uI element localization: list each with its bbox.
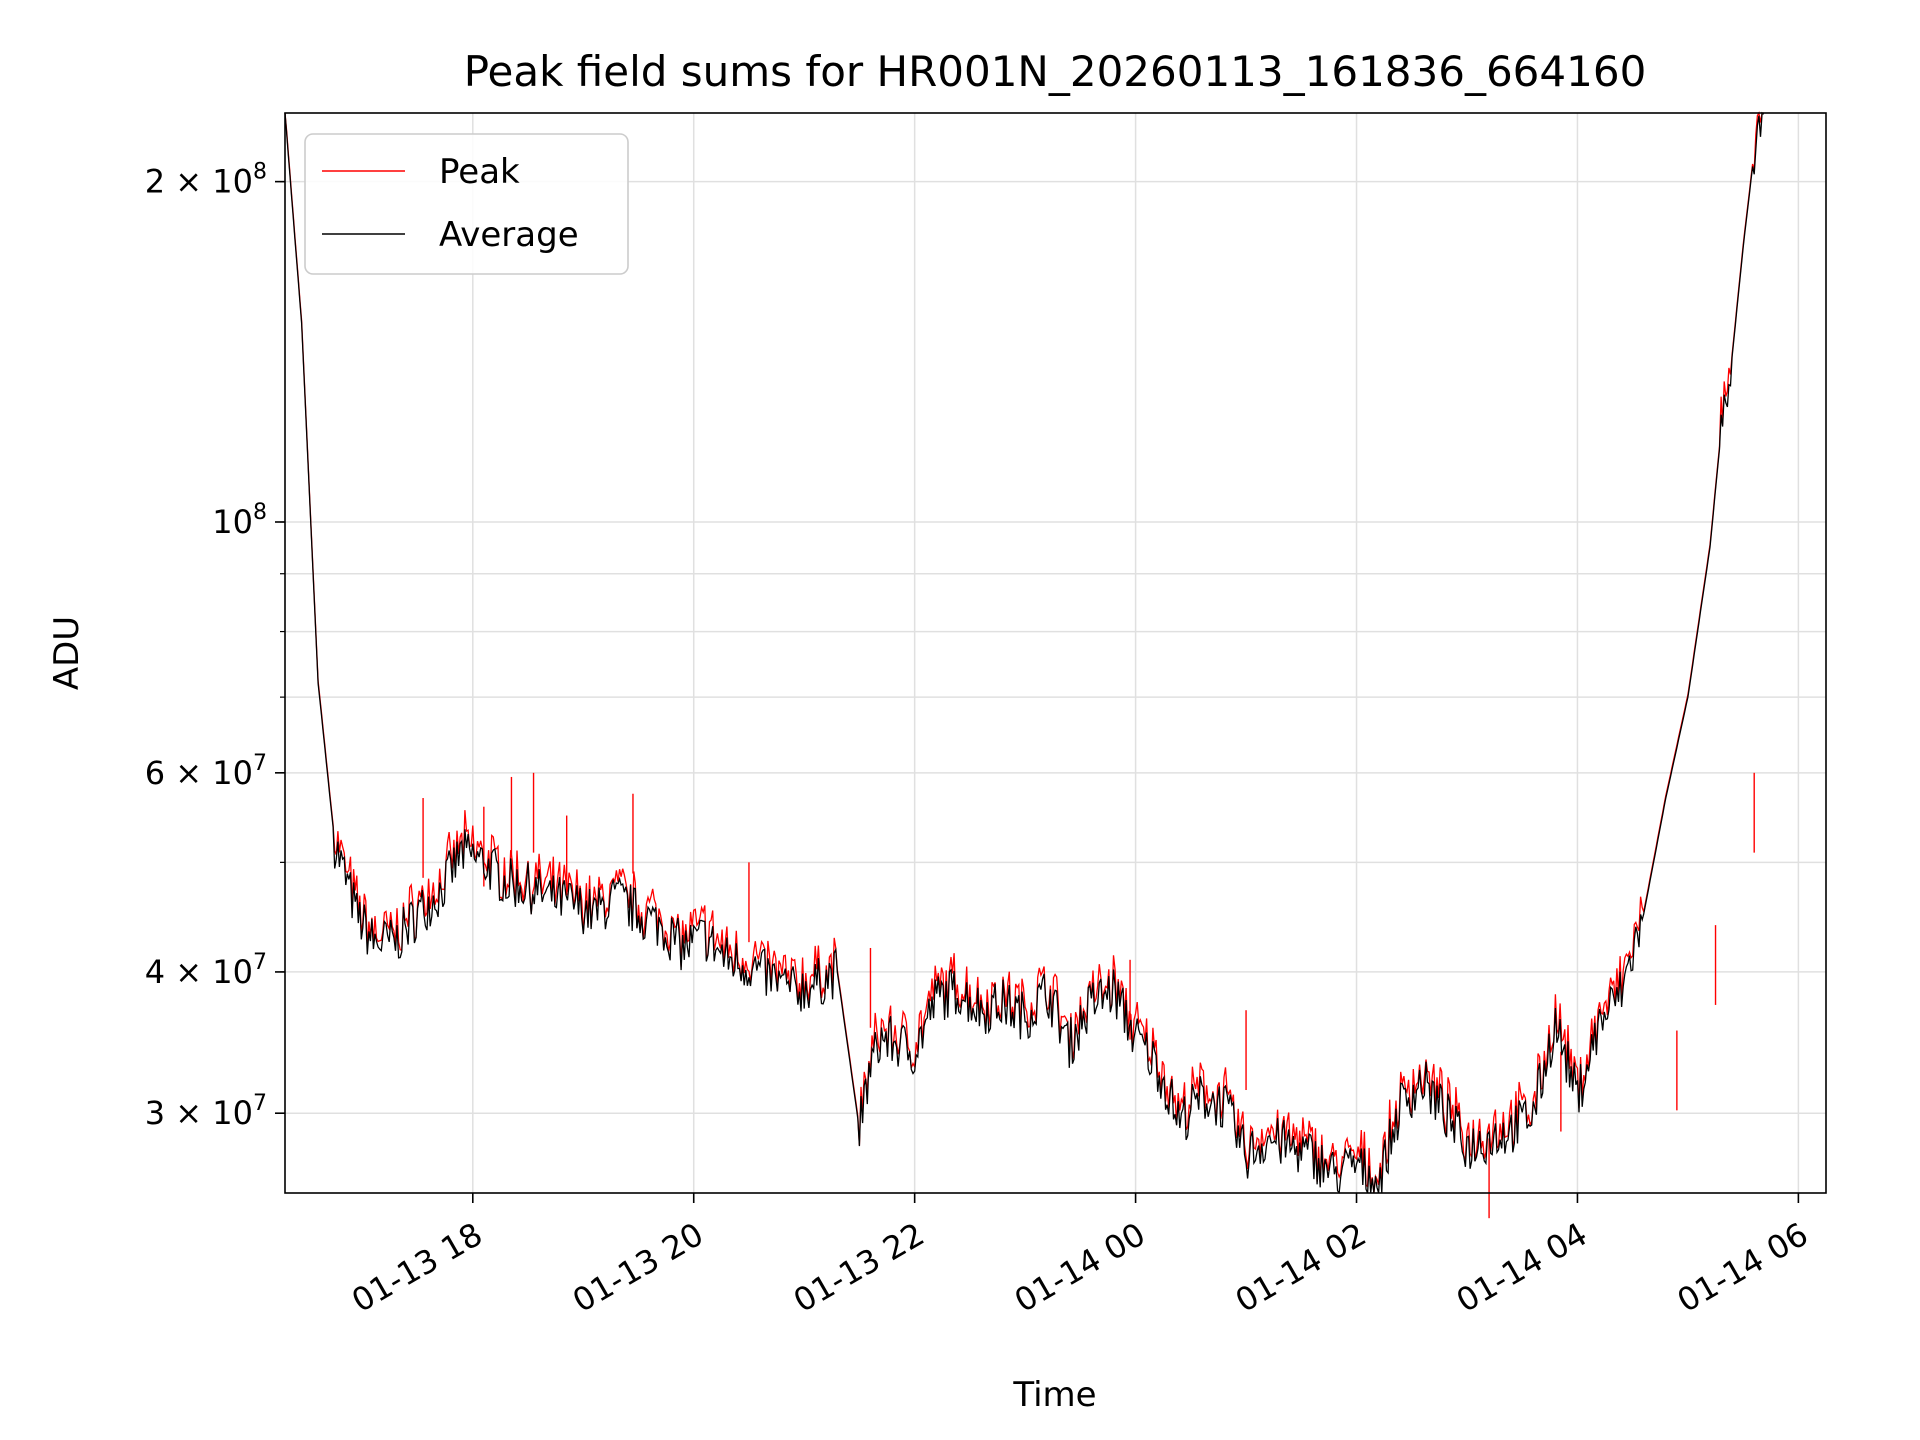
grid (285, 113, 1826, 1193)
y-tick-label: 6 × 107 (145, 751, 267, 792)
x-axis-label: Time (1012, 1375, 1096, 1415)
y-axis-label: ADU (47, 616, 87, 690)
legend-average-label: Average (439, 215, 579, 255)
chart-title: Peak field sums for HR001N_20260113_1618… (464, 47, 1647, 96)
legend-peak-label: Peak (439, 152, 520, 192)
y-axis-ticks: 2 × 108 108 6 × 107 4 × 107 3 × 107 (145, 160, 285, 1132)
average-series-line (284, 111, 1765, 1194)
legend-box (304, 133, 629, 275)
y-tick-label: 108 (212, 500, 267, 541)
y-tick-label: 4 × 107 (145, 950, 267, 991)
plot-frame (284, 112, 1827, 1194)
legend: Peak Average (304, 133, 629, 275)
y-tick-label: 2 × 108 (145, 160, 267, 201)
plot-area (285, 113, 1826, 1193)
series-layer (284, 111, 1765, 1219)
y-tick-label: 3 × 107 (145, 1091, 267, 1132)
